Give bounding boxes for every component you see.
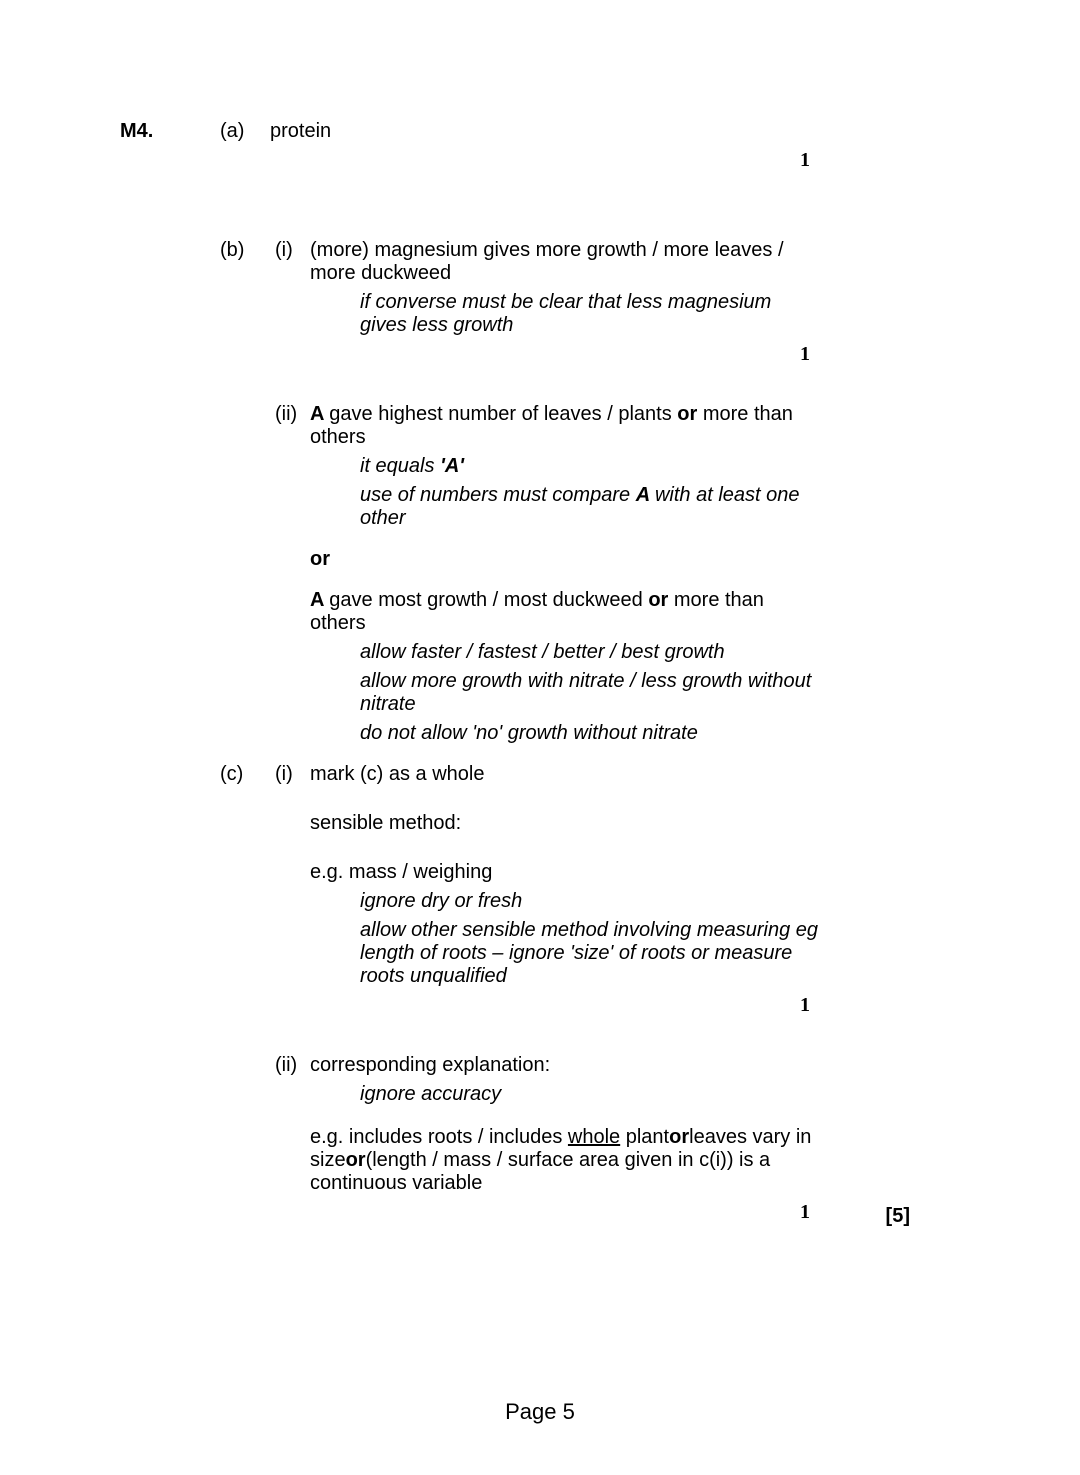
part-b-i-guidance: if converse must be clear that less magn… xyxy=(360,291,820,337)
part-b-ii-guidance1a: it equals 'A' xyxy=(360,455,820,478)
part-b-ii-row1: (ii) A gave highest number of leaves / p… xyxy=(60,403,1020,449)
g1b-pre: use of numbers must compare xyxy=(360,484,636,506)
part-b-ii-guidance2c: do not allow 'no' growth without nitrate xyxy=(360,722,820,745)
part-c-i-label: (i) xyxy=(275,763,293,786)
part-b-ii-label: (ii) xyxy=(275,403,297,426)
part-b-ii-guidance2a: allow faster / fastest / better / best g… xyxy=(360,641,820,664)
l2b: plant xyxy=(620,1126,669,1148)
l2d: (length / mass / surface area given in c… xyxy=(310,1149,770,1194)
l2-or2: or xyxy=(346,1149,366,1171)
part-c-ii-guidance1: ignore accuracy xyxy=(360,1083,820,1106)
part-b-ii-answer1: A gave highest number of leaves / plants… xyxy=(310,403,820,449)
part-c-ii-guidance1-row: ignore accuracy xyxy=(60,1083,1020,1106)
g1a-bold: 'A' xyxy=(440,455,464,477)
part-c-ii-line2: e.g. includes roots / includes whole pla… xyxy=(310,1126,820,1195)
part-b-i-mark: 1 xyxy=(800,343,810,366)
part-b-ii-guidance2c-row: do not allow 'no' growth without nitrate xyxy=(60,722,1020,745)
part-c-i-guidance1: ignore dry or fresh xyxy=(360,890,820,913)
l2-whole: whole xyxy=(568,1126,620,1148)
part-b-ii-row2: A gave most growth / most duckweed or mo… xyxy=(60,589,1020,635)
part-b-ii-or-row: or xyxy=(60,548,1020,571)
part-c-i-row1: (c) (i) mark (c) as a whole xyxy=(60,763,1020,786)
part-b-i-answer: (more) magnesium gives more growth / mor… xyxy=(310,239,820,285)
part-c-ii-line1: corresponding explanation: xyxy=(310,1054,820,1077)
part-b-ii-guidance1b-row: use of numbers must compare A with at le… xyxy=(60,484,1020,530)
part-c-i-row2: sensible method: xyxy=(60,812,1020,835)
l2-or1: or xyxy=(669,1126,689,1148)
answer2-rest: gave most growth / most duckweed xyxy=(329,589,648,611)
part-c-ii-label: (ii) xyxy=(275,1054,297,1077)
part-c-i-line2: sensible method: xyxy=(310,812,820,835)
part-c-label: (c) xyxy=(220,763,243,786)
part-b-ii-guidance2a-row: allow faster / fastest / better / best g… xyxy=(60,641,1020,664)
answer1-rest: gave highest number of leaves / plants xyxy=(329,403,677,425)
page-footer: Page 5 xyxy=(0,1399,1080,1425)
answer2-or: or xyxy=(648,589,674,611)
part-c-i-row3: e.g. mass / weighing xyxy=(60,861,1020,884)
part-c-i-line1: mark (c) as a whole xyxy=(310,763,820,786)
part-a-mark: 1 xyxy=(800,149,810,172)
part-a-label: (a) xyxy=(220,120,244,143)
part-c-i-guidance2: allow other sensible method involving me… xyxy=(360,919,820,988)
part-a-row: M4. (a) protein xyxy=(60,120,1020,143)
g1b-bold: A xyxy=(636,484,655,506)
part-c-ii-mark: 1 xyxy=(800,1201,810,1224)
part-c-i-mark: 1 xyxy=(800,994,810,1017)
part-b-ii-guidance2b: allow more growth with nitrate / less gr… xyxy=(360,670,820,716)
part-b-i-guidance-row: if converse must be clear that less magn… xyxy=(60,291,1020,337)
part-b-label: (b) xyxy=(220,239,244,262)
part-c-ii-row1: (ii) corresponding explanation: xyxy=(60,1054,1020,1077)
answer2-prefix: A xyxy=(310,589,329,611)
part-c-i-line3: e.g. mass / weighing xyxy=(310,861,820,884)
part-a-answer: protein xyxy=(270,120,820,143)
part-b-ii-guidance1a-row: it equals 'A' xyxy=(60,455,1020,478)
g1a-pre: it equals xyxy=(360,455,440,477)
part-b-ii-guidance1b: use of numbers must compare A with at le… xyxy=(360,484,820,530)
total-marks: [5] xyxy=(886,1205,910,1228)
part-c-ii-row2: e.g. includes roots / includes whole pla… xyxy=(60,1126,1020,1195)
part-c-i-guidance2-row: allow other sensible method involving me… xyxy=(60,919,1020,988)
part-c-i-guidance1-row: ignore dry or fresh xyxy=(60,890,1020,913)
part-b-i-label: (i) xyxy=(275,239,293,262)
answer1-or: or xyxy=(677,403,703,425)
question-number: M4. xyxy=(120,120,153,143)
answer1-prefix: A xyxy=(310,403,329,425)
page-content: M4. (a) protein 1 (b) (i) (more) magnesi… xyxy=(0,0,1080,1195)
part-b-ii-or: or xyxy=(310,548,820,571)
part-b-ii-answer2: A gave most growth / most duckweed or mo… xyxy=(310,589,820,635)
l2a: e.g. includes roots / includes xyxy=(310,1126,568,1148)
part-b-i-row: (b) (i) (more) magnesium gives more grow… xyxy=(60,239,1020,285)
part-b-ii-guidance2b-row: allow more growth with nitrate / less gr… xyxy=(60,670,1020,716)
